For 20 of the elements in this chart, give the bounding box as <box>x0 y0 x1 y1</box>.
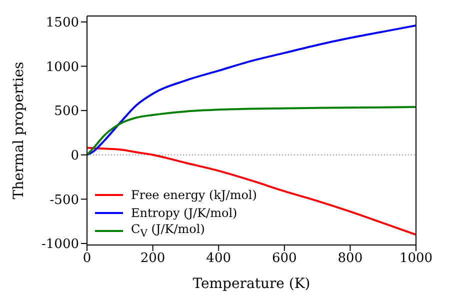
x-tick-label: 800 <box>338 251 363 266</box>
x-tick-label: 1000 <box>399 251 433 266</box>
line-series <box>87 146 416 236</box>
y-tick-label: -1000 <box>42 237 79 252</box>
line-series <box>87 106 416 156</box>
legend-label: Entropy (J/K/mol) <box>131 206 238 220</box>
x-tick-label: 400 <box>206 251 232 266</box>
y-tick-label: 1500 <box>46 16 79 31</box>
x-tick-label: 600 <box>272 251 297 266</box>
x-tick-label: 200 <box>140 251 166 266</box>
y-tick-label: 500 <box>54 104 79 120</box>
legend-label: Free energy (kJ/mol) <box>131 188 257 202</box>
legend-label: C$_{V}$ (J/K/mol) <box>131 222 205 240</box>
x-tick-label: 0 <box>82 251 92 266</box>
y-tick-label: 1000 <box>46 60 79 75</box>
y-tick-label: 0 <box>70 148 79 164</box>
x-axis-title: Temperature (K) <box>192 276 310 292</box>
y-axis-title: Thermal properties <box>10 62 27 200</box>
y-tick-label: -500 <box>50 192 79 208</box>
line-series <box>87 24 416 156</box>
